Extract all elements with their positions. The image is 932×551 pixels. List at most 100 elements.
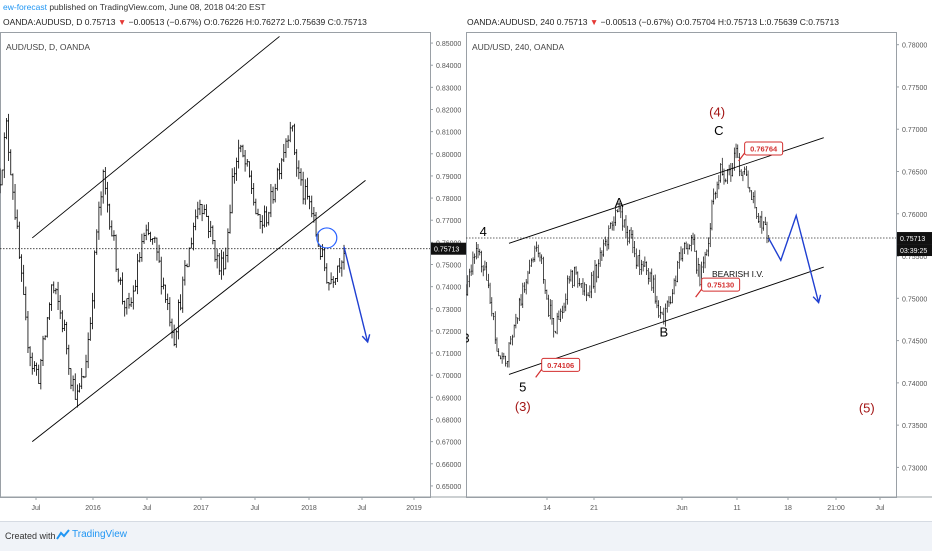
callout-pointer <box>535 369 543 378</box>
wave-label: A <box>615 195 624 210</box>
y-tick-label: 0.65000 <box>436 484 461 491</box>
wave-label: 5 <box>519 379 526 394</box>
wave-label: 4 <box>480 224 487 239</box>
wave-label: (5) <box>859 400 875 415</box>
callout-pointer <box>738 152 746 162</box>
high-right: H:0.75713 <box>717 17 758 27</box>
y-tick-label: 0.77500 <box>902 85 927 92</box>
close-left: C:0.75713 <box>327 17 367 27</box>
created-with-text: Created with <box>5 531 56 541</box>
change-right: −0.00513 (−0.67%) <box>600 17 674 27</box>
y-tick-label: 0.81000 <box>436 130 461 137</box>
x-tick-label: 2018 <box>301 505 317 512</box>
y-tick-label: 0.75000 <box>902 296 927 303</box>
wave-label: (3) <box>515 399 531 414</box>
plot-border <box>466 32 897 498</box>
y-tick-label: 0.73500 <box>902 423 927 430</box>
forecast-path <box>768 213 820 303</box>
author-link[interactable]: ew-forecast <box>3 2 47 12</box>
countdown-box <box>897 244 932 257</box>
y-tick-label: 0.72000 <box>436 329 461 336</box>
x-tick-label: 21 <box>590 505 598 512</box>
y-tick-label: 0.82000 <box>436 108 461 115</box>
x-tick-label: 2016 <box>85 505 101 512</box>
y-tick-label: 0.85000 <box>436 41 461 48</box>
y-tick-label: 0.79000 <box>436 174 461 181</box>
candles <box>466 143 770 368</box>
down-arrow-icon: ▼ <box>117 17 127 27</box>
daily-chart[interactable]: AUD/USD, D, OANDA 0.85000 0.84000 0.83000 0.… <box>0 32 466 520</box>
wave-label: B <box>659 324 668 339</box>
x-tick-label: Jul <box>876 505 885 512</box>
x-tick-label: Jul <box>251 505 260 512</box>
tradingview-logo-icon <box>56 529 70 540</box>
candles <box>0 113 346 408</box>
y-tick-label: 0.74000 <box>436 285 461 292</box>
callout-box <box>541 357 581 372</box>
y-tick-label: 0.76500 <box>902 170 927 177</box>
y-tick-label: 0.69000 <box>436 395 461 402</box>
y-tick-label: 0.71000 <box>436 351 461 358</box>
last-left: 0.75713 <box>84 17 116 27</box>
y-tick-label: 0.75500 <box>902 254 927 261</box>
forecast-arrowhead <box>812 294 822 304</box>
x-tick-label: Jul <box>358 505 367 512</box>
y-tick-label: 0.67000 <box>436 440 461 447</box>
y-tick-label: 0.73000 <box>902 465 927 472</box>
callout-pointer <box>695 288 703 298</box>
y-tick-label: 0.80000 <box>436 152 461 159</box>
publish-line: ew-forecast published on TradingView.com… <box>3 2 266 12</box>
y-tick-label: 0.68000 <box>436 418 461 425</box>
y-tick-label: 0.70000 <box>436 373 461 380</box>
y-tick-label: 0.66000 <box>436 462 461 469</box>
open-right: O:0.75704 <box>675 17 716 27</box>
chart-title: AUD/USD, D, OANDA <box>6 42 90 52</box>
x-tick-label: 2017 <box>193 505 209 512</box>
wave-label: C <box>714 123 723 138</box>
low-right: L:0.75639 <box>759 17 798 27</box>
tradingview-brand[interactable]: TradingView <box>72 529 128 540</box>
forecast-arrowhead <box>361 334 371 344</box>
breakout-circle <box>316 227 338 249</box>
down-arrow-icon: ▼ <box>589 17 599 27</box>
wave-label: 3 <box>466 330 470 345</box>
low-left: L:0.75639 <box>287 17 326 27</box>
change-left: −0.00513 (−0.67%) <box>128 17 202 27</box>
y-tick-label: 0.73000 <box>436 307 461 314</box>
x-tick-label: 11 <box>733 505 740 512</box>
channel-line-upper <box>31 36 280 239</box>
wave-label: (4) <box>709 105 725 120</box>
x-tick-label: Jun <box>676 505 687 512</box>
last-price-box <box>431 242 466 255</box>
y-tick-label: 0.77000 <box>436 218 461 225</box>
callout-box <box>744 141 784 156</box>
footer: Created with TradingView <box>0 521 932 551</box>
ohlc-line-left: OANDA:AUDUSD, D 0.75713 ▼ −0.00513 (−0.6… <box>3 17 367 27</box>
plot-border <box>0 32 431 498</box>
last-price-box <box>897 232 932 245</box>
h4-chart[interactable]: AUD/USD, 240, OANDA 0.78000 0.77500 0.77000… <box>466 32 932 520</box>
y-tick-label: 0.84000 <box>436 63 461 70</box>
symbol-right: OANDA:AUDUSD, 240 <box>467 17 555 27</box>
y-tick-label: 0.78000 <box>436 196 461 203</box>
publish-info: published on TradingView.com, June 08, 2… <box>49 2 266 12</box>
open-left: O:0.76226 <box>203 17 244 27</box>
last-price-label: 0.75713 <box>900 236 925 243</box>
x-tick-label: 2019 <box>406 505 422 512</box>
x-tick-label: Jul <box>32 505 41 512</box>
x-tick-label: 14 <box>543 505 551 512</box>
last-right: 0.75713 <box>556 17 588 27</box>
countdown-label: 03:39:25 <box>900 248 927 255</box>
y-tick-label: 0.74000 <box>902 381 927 388</box>
close-right: C:0.75713 <box>799 17 839 27</box>
callout-label: 0.74106 <box>547 361 574 370</box>
y-tick-label: 0.76000 <box>902 212 927 219</box>
high-left: H:0.76272 <box>245 17 286 27</box>
ohlc-line-right: OANDA:AUDUSD, 240 0.75713 ▼ −0.00513 (−0… <box>467 17 839 27</box>
annotation-label: BEARISH I.V. <box>712 269 764 279</box>
chart-title: AUD/USD, 240, OANDA <box>472 42 564 52</box>
channel-line-lower <box>508 266 824 375</box>
forecast-path <box>343 246 369 343</box>
x-tick-label: 18 <box>784 505 792 512</box>
x-tick-label: Jul <box>143 505 152 512</box>
